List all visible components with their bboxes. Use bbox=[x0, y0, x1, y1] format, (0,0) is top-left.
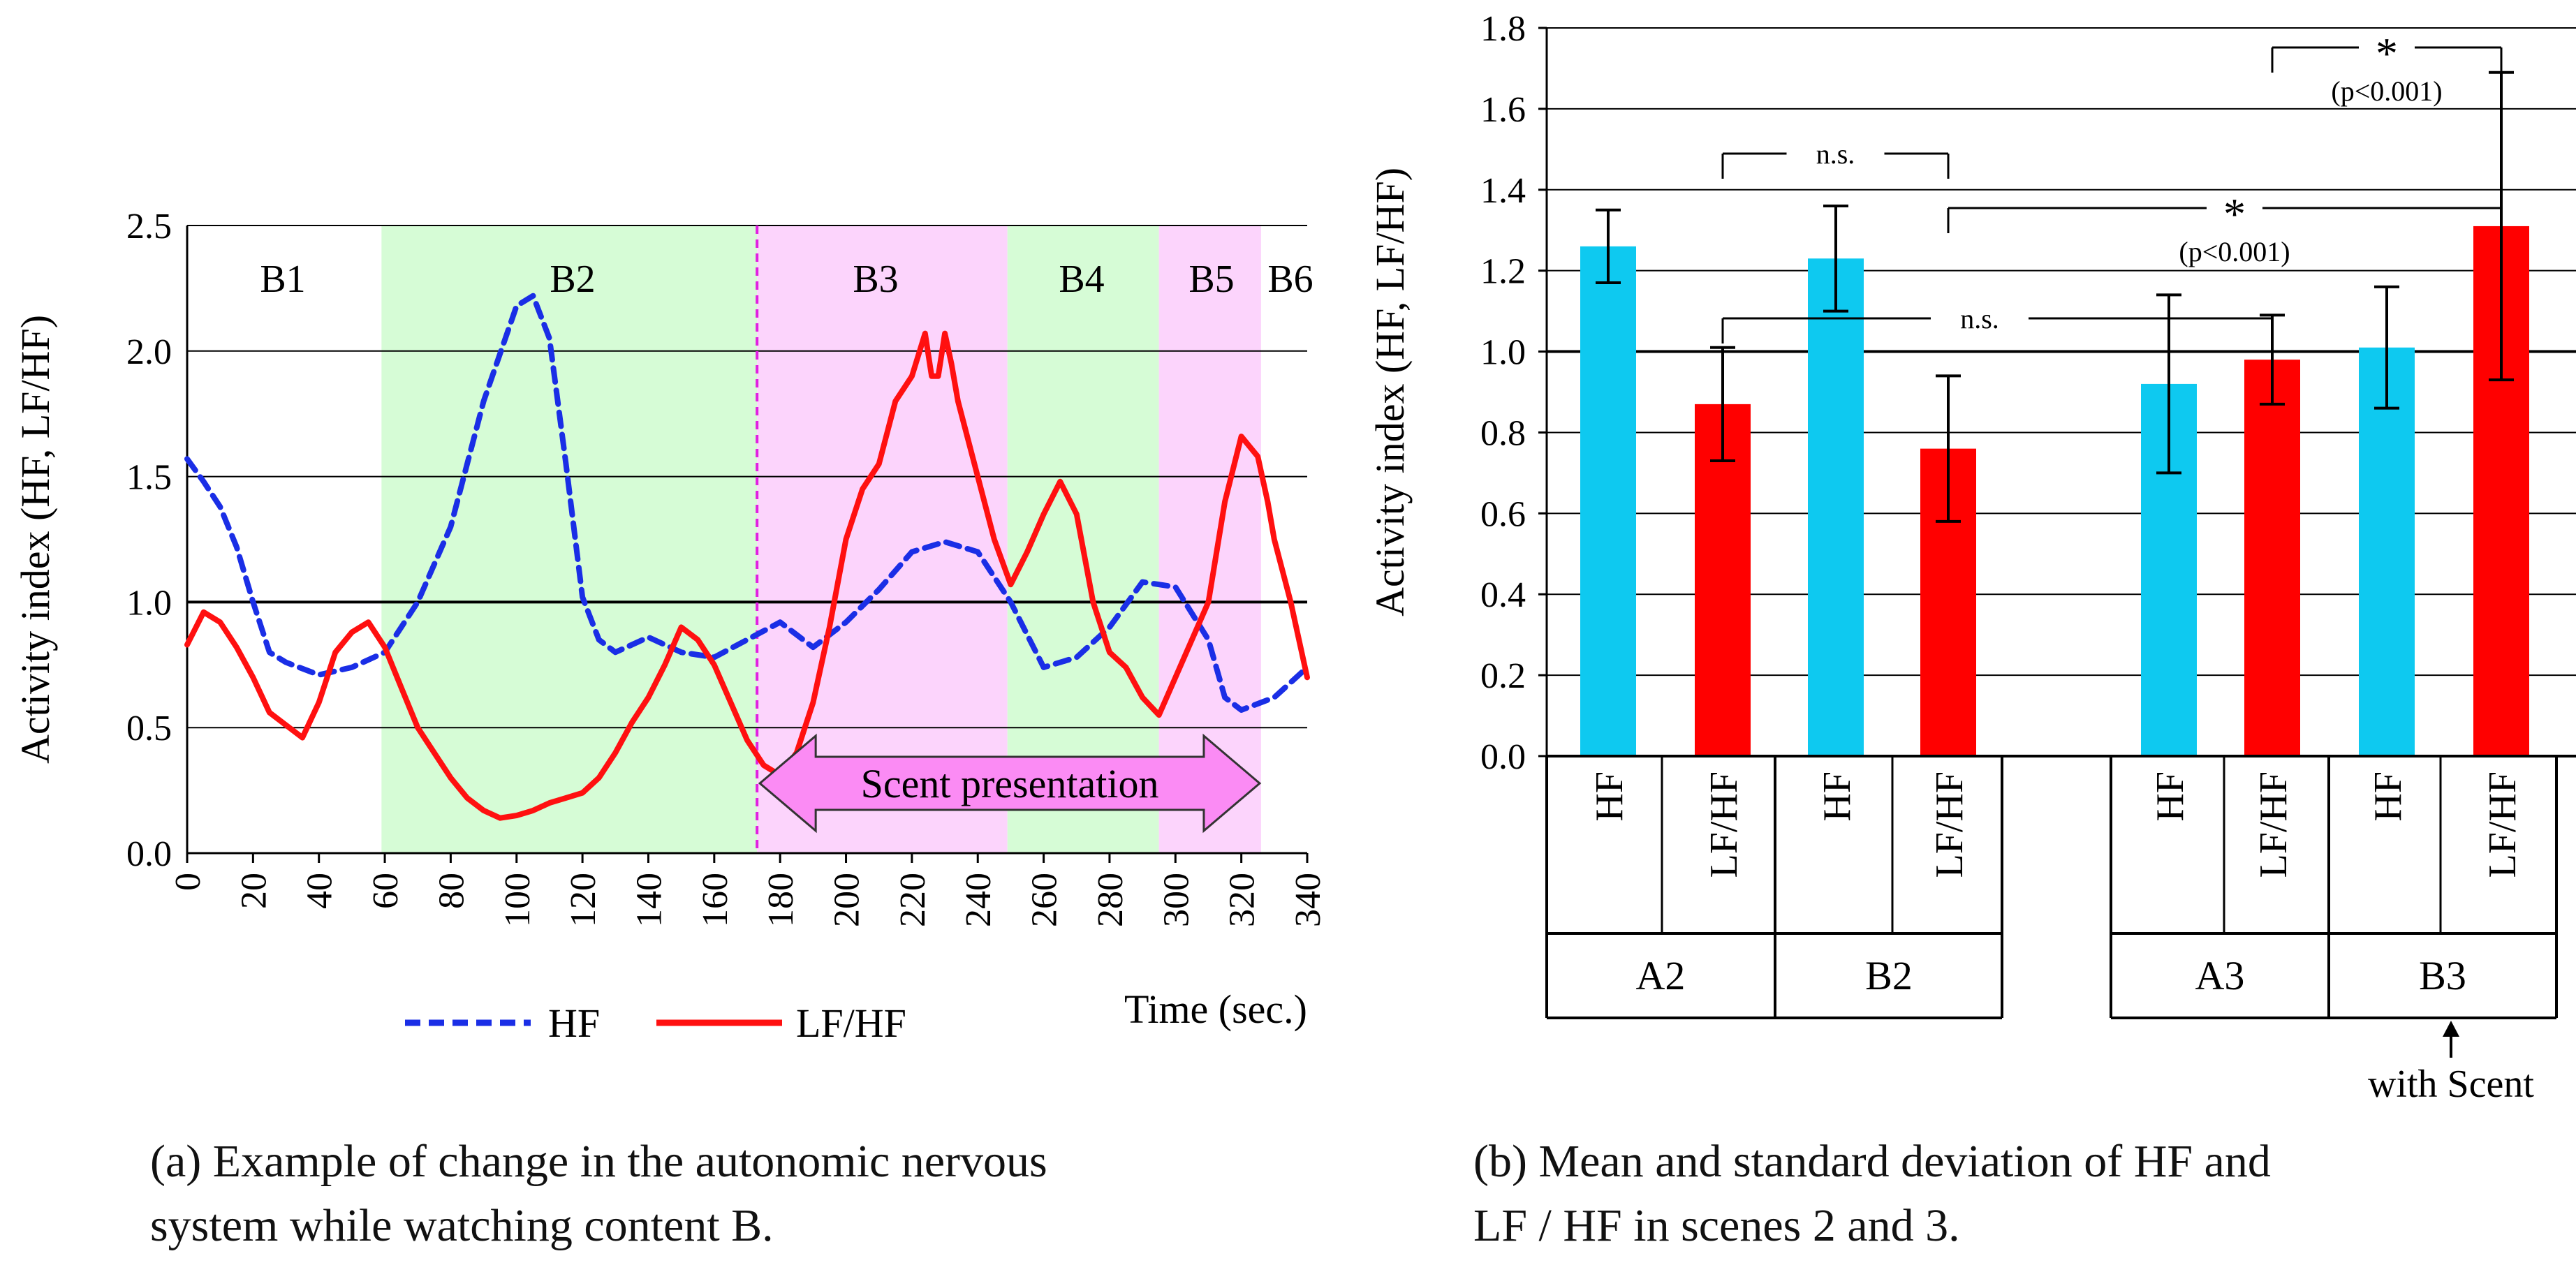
group-label-a2: A2 bbox=[1636, 953, 1686, 998]
x-tick-label: 120 bbox=[564, 873, 603, 927]
y-tick-label: 2.0 bbox=[126, 332, 172, 372]
band-b1 bbox=[187, 226, 382, 853]
category-label: HF bbox=[1588, 771, 1631, 822]
x-tick-label: 340 bbox=[1288, 873, 1327, 927]
y-tick-label: 0.0 bbox=[1480, 737, 1526, 777]
y-tick-label: 0.0 bbox=[126, 834, 172, 874]
caption-b-line1: (b) Mean and standard deviation of HF an… bbox=[1473, 1136, 2271, 1187]
x-tick-label: 0 bbox=[168, 873, 208, 891]
x-tick-label: 280 bbox=[1091, 873, 1131, 927]
category-label: LF/HF bbox=[2252, 771, 2295, 878]
x-tick-label: 40 bbox=[300, 873, 340, 909]
x-tick-label: 220 bbox=[893, 873, 933, 927]
y-tick-label: 0.6 bbox=[1480, 494, 1526, 534]
band-b6 bbox=[1260, 226, 1307, 853]
y-tick-label: 0.4 bbox=[1480, 575, 1526, 615]
legend-label: LF/HF bbox=[796, 1000, 906, 1046]
series-line-hf bbox=[184, 293, 1310, 713]
y-tick-label: 1.2 bbox=[1480, 252, 1526, 292]
y-tick-label: 1.0 bbox=[126, 583, 172, 623]
x-tick-label: 320 bbox=[1223, 873, 1263, 927]
bar-a2-hf bbox=[1580, 246, 1636, 756]
x-tick-label: 300 bbox=[1156, 873, 1196, 927]
y-tick-label: 1.0 bbox=[1480, 333, 1526, 373]
category-label: HF bbox=[1816, 771, 1859, 822]
band-label-b4: B4 bbox=[1059, 258, 1104, 301]
category-label: LF/HF bbox=[1928, 771, 1971, 878]
x-tick-label: 80 bbox=[432, 873, 471, 909]
category-label: LF/HF bbox=[1702, 771, 1746, 878]
x-tick-label: 240 bbox=[959, 873, 999, 927]
group-label-b3: B3 bbox=[2419, 953, 2466, 998]
scent-pointer-head bbox=[2443, 1021, 2459, 1037]
caption-b-line2: LF / HF in scenes 2 and 3. bbox=[1473, 1200, 1960, 1251]
x-tick-label: 140 bbox=[629, 873, 669, 927]
band-label-b3: B3 bbox=[853, 258, 898, 301]
y-tick-label: 0.5 bbox=[126, 709, 172, 748]
group-label-a3: A3 bbox=[2195, 953, 2245, 998]
y-axis-label: Activity index (HF, LF/HF) bbox=[13, 315, 58, 764]
scent-arrow bbox=[758, 733, 1262, 834]
y-tick-label: 0.8 bbox=[1480, 413, 1526, 453]
y-tick-label: 1.8 bbox=[1480, 9, 1526, 49]
caption-a-line1: (a) Example of change in the autonomic n… bbox=[150, 1136, 1047, 1187]
y-tick-label: 1.5 bbox=[126, 458, 172, 498]
y-tick-label: 1.4 bbox=[1480, 171, 1526, 211]
significance-ns: n.s. bbox=[1816, 138, 1855, 170]
y-tick-label: 0.2 bbox=[1480, 656, 1526, 696]
band-b2 bbox=[381, 226, 758, 853]
caption-a: (a) Example of change in the autonomic n… bbox=[150, 1130, 1047, 1258]
significance-star: * bbox=[2223, 189, 2246, 239]
band-label-b6: B6 bbox=[1267, 258, 1313, 301]
chart-a-line: 0.0 0.5 1.0 1.5 2.0 2.5 0 20 40 60 80 100 120 140 160 1… bbox=[13, 207, 1327, 1046]
chart-b-bar: 0.00.20.40.60.81.01.21.41.61.8n.s.*(p<0.… bbox=[1367, 9, 2576, 1106]
bar-a3-lf-hf bbox=[2244, 360, 2300, 756]
x-tick-label: 200 bbox=[827, 873, 867, 927]
y-tick-label: 2.5 bbox=[126, 207, 172, 246]
p-value-label: (p<0.001) bbox=[2331, 75, 2442, 107]
band-label-b5: B5 bbox=[1188, 258, 1234, 301]
x-tick-label: 260 bbox=[1025, 873, 1065, 927]
bar-a2-lf-hf bbox=[1695, 404, 1751, 756]
x-tick-label: 20 bbox=[234, 873, 274, 909]
legend-label: HF bbox=[548, 1000, 600, 1046]
x-tick-label: 100 bbox=[498, 873, 538, 927]
p-value-label: (p<0.001) bbox=[2179, 236, 2290, 267]
band-label-b1: B1 bbox=[260, 258, 305, 301]
band-label-b2: B2 bbox=[550, 258, 595, 301]
scent-label: Scent presentation bbox=[861, 761, 1159, 806]
y-axis-label: Activity index (HF, LF/HF) bbox=[1367, 168, 1413, 616]
bar-b2-hf bbox=[1808, 258, 1864, 756]
with-scent-label: with Scent bbox=[2368, 1063, 2534, 1106]
x-axis-label: Time (sec.) bbox=[1124, 986, 1307, 1032]
significance-ns: n.s. bbox=[1960, 303, 1999, 334]
y-tick-label: 1.6 bbox=[1480, 90, 1526, 130]
caption-b: (b) Mean and standard deviation of HF an… bbox=[1473, 1130, 2271, 1258]
x-tick-label: 60 bbox=[366, 873, 406, 909]
significance-star: * bbox=[2376, 29, 2398, 78]
x-tick-label: 180 bbox=[761, 873, 801, 927]
caption-a-line2: system while watching content B. bbox=[150, 1200, 774, 1251]
group-label-b2: B2 bbox=[1865, 953, 1913, 998]
x-tick-label: 160 bbox=[695, 873, 735, 927]
category-label: LF/HF bbox=[2481, 771, 2524, 878]
category-label: HF bbox=[2367, 771, 2410, 822]
category-label: HF bbox=[2149, 771, 2192, 822]
bar-b3-hf bbox=[2359, 347, 2415, 756]
